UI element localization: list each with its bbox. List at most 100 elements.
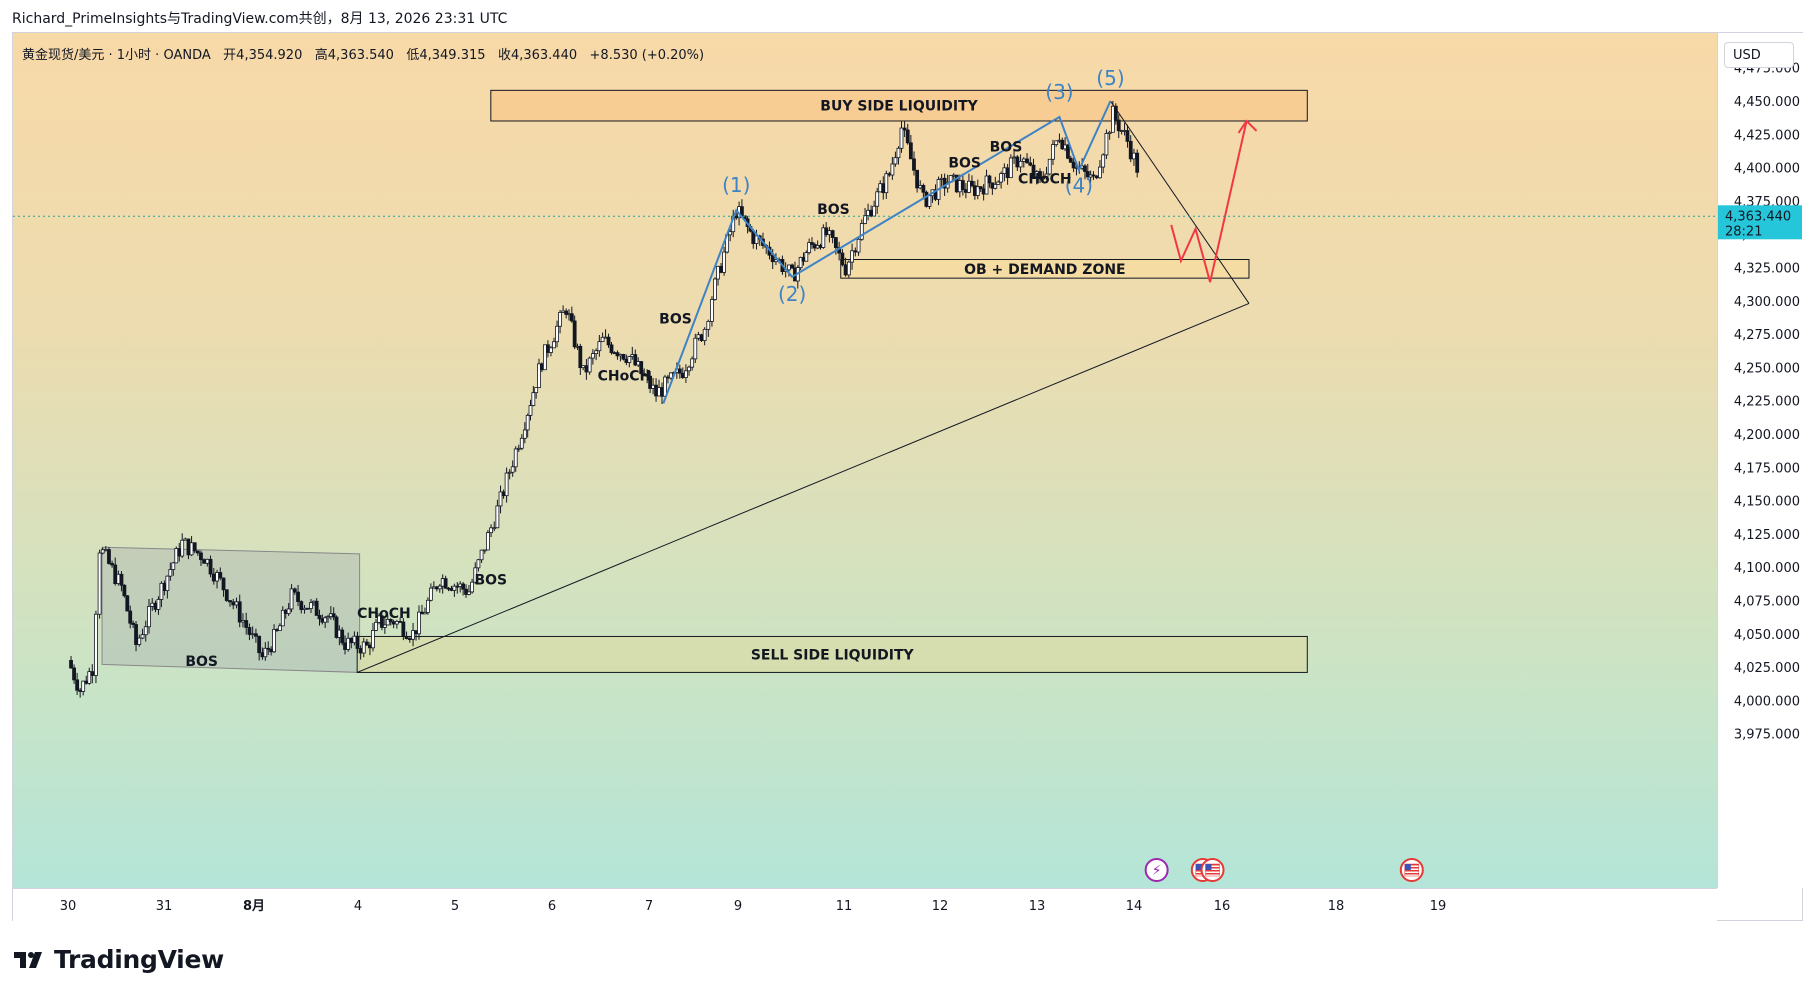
candle-body xyxy=(912,158,916,171)
candle-body xyxy=(872,205,877,217)
price-tick-label: 3,975.000 xyxy=(1734,728,1800,743)
candle-body xyxy=(630,354,635,357)
tradingview-logo[interactable]: TradingView xyxy=(14,945,224,974)
flag-stripe xyxy=(1205,873,1220,875)
candle-body xyxy=(380,615,384,628)
zone-box xyxy=(840,259,1250,279)
candle-body xyxy=(569,313,574,322)
candle-body xyxy=(693,337,698,360)
candle-body xyxy=(189,542,194,556)
price-axis[interactable] xyxy=(1717,33,1803,888)
candle-body xyxy=(420,611,424,615)
candle-body xyxy=(374,621,378,631)
candle-body xyxy=(134,624,138,645)
candle-body xyxy=(289,588,294,610)
candle-body xyxy=(531,392,536,406)
candle-body xyxy=(1031,164,1036,178)
candle-body xyxy=(921,184,926,193)
candle-body xyxy=(266,647,271,650)
price-tick-label: 4,275.000 xyxy=(1734,328,1800,343)
candle-body xyxy=(241,620,245,623)
zone-box xyxy=(490,89,1308,122)
candle-body xyxy=(902,127,907,131)
structure-label: BOS xyxy=(185,654,218,670)
low-label: 低 xyxy=(406,48,420,63)
candle-body xyxy=(542,344,547,371)
candle-body xyxy=(615,352,620,357)
candle-body xyxy=(391,621,396,625)
structure-label: BOS xyxy=(474,573,507,589)
candle-body xyxy=(183,538,188,541)
price-tick-label: 4,000.000 xyxy=(1734,694,1800,709)
candle-body xyxy=(1104,133,1109,156)
candle-body xyxy=(633,354,638,366)
candle-body xyxy=(719,265,723,273)
candle-body xyxy=(833,237,838,249)
candle-body xyxy=(143,626,148,636)
candle-body xyxy=(94,613,98,676)
candle-body xyxy=(113,564,118,585)
candle-body xyxy=(978,186,983,190)
time-tick-label: 30 xyxy=(60,899,77,914)
candle-body xyxy=(107,549,111,564)
price-tick-label: 4,425.000 xyxy=(1734,128,1800,143)
wave-label: (4) xyxy=(1065,173,1093,197)
candle-body xyxy=(1085,171,1090,178)
zone-box xyxy=(356,635,1308,673)
high-label: 高 xyxy=(314,48,328,63)
candle-body xyxy=(587,357,592,373)
candle-body xyxy=(555,325,559,343)
candle-body xyxy=(957,180,962,193)
candle-body xyxy=(546,344,550,353)
price-tick-label: 4,250.000 xyxy=(1734,361,1800,376)
time-axis[interactable] xyxy=(13,888,1717,921)
candle-body xyxy=(1041,177,1046,180)
wave-label: (1) xyxy=(722,173,750,197)
candle-body xyxy=(355,635,360,649)
candle-body xyxy=(552,341,556,349)
candle-body xyxy=(171,562,176,570)
symbol-label[interactable]: 黄金现货/美元 · 1小时 · OANDA xyxy=(22,48,211,63)
candle-body xyxy=(1101,154,1106,168)
change-value: +8.530 (+0.20%) xyxy=(589,48,705,63)
high-value: 4,363.540 xyxy=(327,48,394,63)
low-value: 4,349.315 xyxy=(419,48,486,63)
chart-pane[interactable] xyxy=(13,33,1717,888)
wave-label: (3) xyxy=(1045,80,1073,104)
time-tick-label: 31 xyxy=(156,899,173,914)
time-tick-label: 9 xyxy=(734,899,742,914)
candle-body xyxy=(257,635,262,654)
candle-body xyxy=(528,405,533,416)
candle-body xyxy=(516,447,521,450)
candle-body xyxy=(467,591,471,595)
candle-body xyxy=(1071,161,1076,169)
candle-body xyxy=(584,365,589,373)
candle-body xyxy=(452,585,457,591)
candle-body xyxy=(987,175,992,184)
consolidation-channel xyxy=(101,546,361,673)
candle-body xyxy=(558,312,562,327)
currency-button[interactable]: USD xyxy=(1724,42,1794,68)
price-tick-label: 4,100.000 xyxy=(1734,561,1800,576)
candle-body xyxy=(716,265,720,280)
candle-body xyxy=(346,637,351,650)
candle-body xyxy=(296,591,300,603)
structure-label: BOS xyxy=(817,202,850,218)
candle-body xyxy=(205,558,210,564)
candle-body xyxy=(963,189,968,193)
candle-body xyxy=(1107,131,1112,134)
candle-body xyxy=(407,638,412,641)
time-tick-label: 12 xyxy=(932,899,949,914)
candle-body xyxy=(75,679,80,691)
candle-body xyxy=(522,429,527,439)
candle-body xyxy=(722,251,726,273)
candle-body xyxy=(869,209,874,217)
candle-body xyxy=(165,575,170,592)
candle-body xyxy=(600,336,605,343)
candle-body xyxy=(476,559,481,569)
candle-body xyxy=(621,354,626,360)
projection-arrowhead xyxy=(1237,119,1258,134)
candle-body xyxy=(519,437,524,449)
zone-label: BUY SIDE LIQUIDITY xyxy=(820,99,978,115)
candle-body xyxy=(984,175,989,195)
